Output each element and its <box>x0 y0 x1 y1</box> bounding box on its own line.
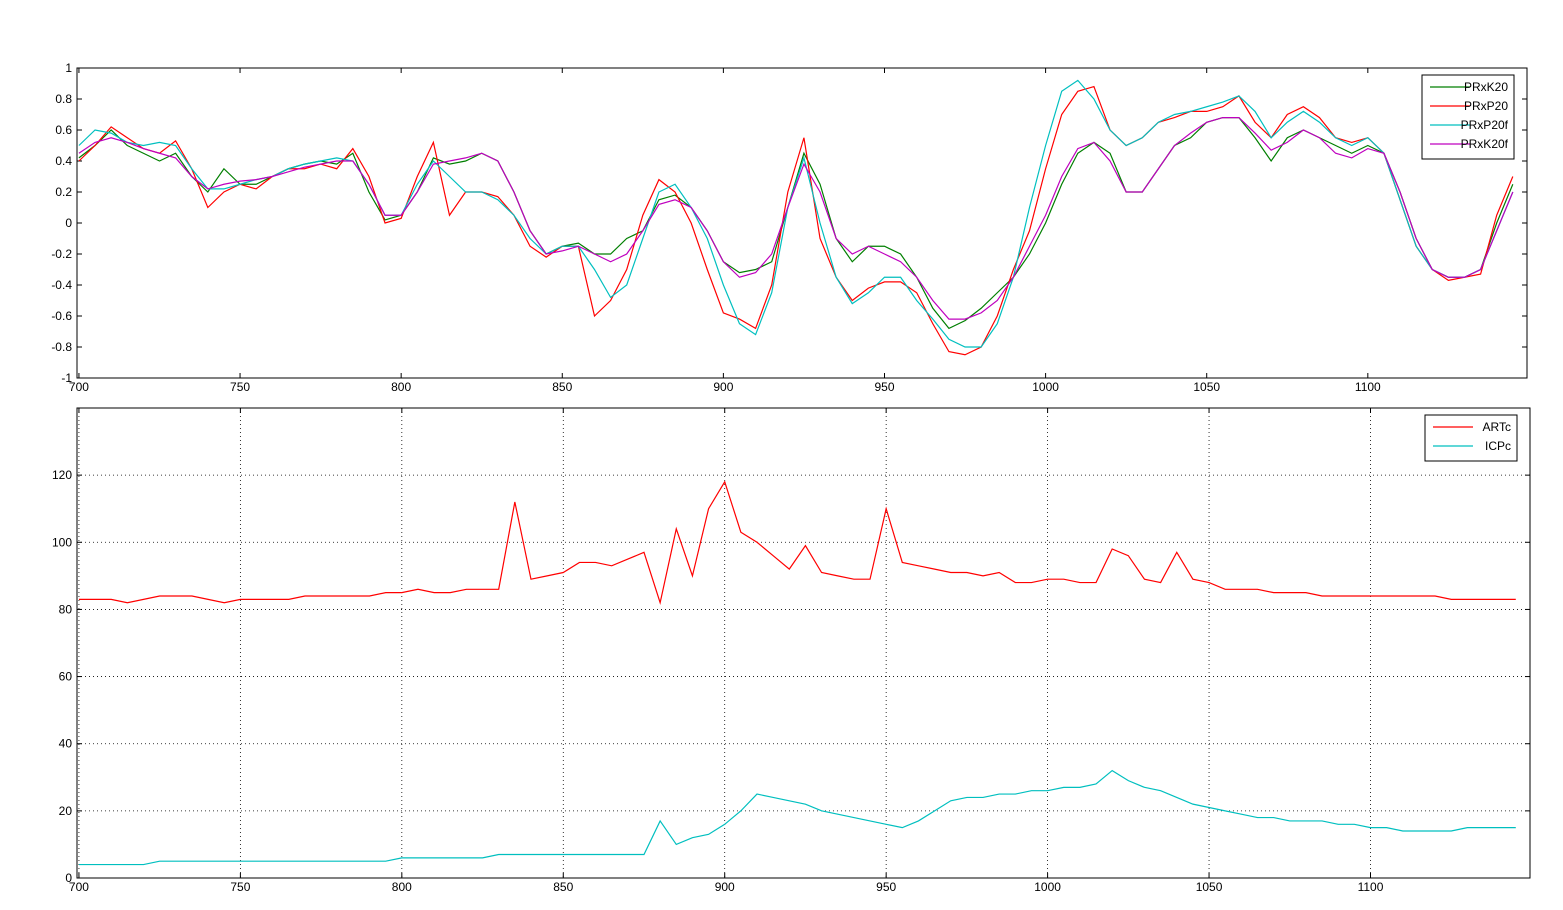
x-tick-label: 900 <box>713 380 733 394</box>
x-tick-label: 1000 <box>1034 880 1061 894</box>
plot-area <box>77 408 1530 878</box>
legend-label: PRxP20f <box>1461 118 1509 132</box>
y-tick-label: 1 <box>65 61 72 75</box>
y-tick-label: -0.2 <box>51 247 72 261</box>
y-tick-label: 0.6 <box>55 123 72 137</box>
series-line <box>78 117 1514 320</box>
y-tick-label: 40 <box>59 737 73 751</box>
x-tick-label: 800 <box>392 880 412 894</box>
x-tick-label: 750 <box>230 380 250 394</box>
x-tick-label: 800 <box>391 380 411 394</box>
x-tick-label: 850 <box>553 880 573 894</box>
y-tick-label: 20 <box>59 804 73 818</box>
x-tick-label: 750 <box>230 880 250 894</box>
x-tick-label: 700 <box>69 880 89 894</box>
series-line <box>78 480 1516 606</box>
y-tick-label: 60 <box>59 670 73 684</box>
legend-box <box>1424 414 1518 462</box>
x-tick-label: 1050 <box>1196 880 1223 894</box>
x-tick-label: 900 <box>715 880 735 894</box>
x-tick-label: 1100 <box>1358 880 1384 894</box>
axes-box <box>76 67 1528 379</box>
y-tick-label: -0.8 <box>51 340 72 354</box>
y-tick-label: 120 <box>52 468 72 482</box>
axes-box <box>76 407 1531 879</box>
plot-area <box>77 68 1527 378</box>
x-tick-label: 1000 <box>1032 380 1059 394</box>
legend-label: PRxK20f <box>1461 137 1509 151</box>
x-tick-label: 950 <box>876 880 896 894</box>
series-line <box>78 79 1514 348</box>
y-tick-label: -1 <box>61 371 72 385</box>
legend-label: PRxP20 <box>1464 99 1508 113</box>
legend-label: ARTc <box>1483 420 1511 434</box>
y-tick-label: 0.4 <box>55 154 72 168</box>
y-tick-label: 0 <box>65 216 72 230</box>
x-tick-label: 1100 <box>1355 380 1381 394</box>
y-tick-label: 0 <box>65 871 72 885</box>
legend-box <box>1421 74 1515 160</box>
legend-label: PRxK20 <box>1464 80 1508 94</box>
y-tick-label: 100 <box>52 535 72 549</box>
x-tick-label: 700 <box>69 380 89 394</box>
y-tick-label: 80 <box>59 602 73 616</box>
x-tick-label: 1050 <box>1193 380 1220 394</box>
y-tick-label: -0.6 <box>51 309 72 323</box>
y-tick-label: 0.2 <box>55 185 72 199</box>
x-tick-label: 850 <box>552 380 572 394</box>
legend-label: ICPc <box>1485 439 1511 453</box>
y-tick-label: 0.8 <box>55 92 72 106</box>
y-tick-label: -0.4 <box>51 278 72 292</box>
x-tick-label: 950 <box>874 380 894 394</box>
series-line <box>78 769 1516 866</box>
